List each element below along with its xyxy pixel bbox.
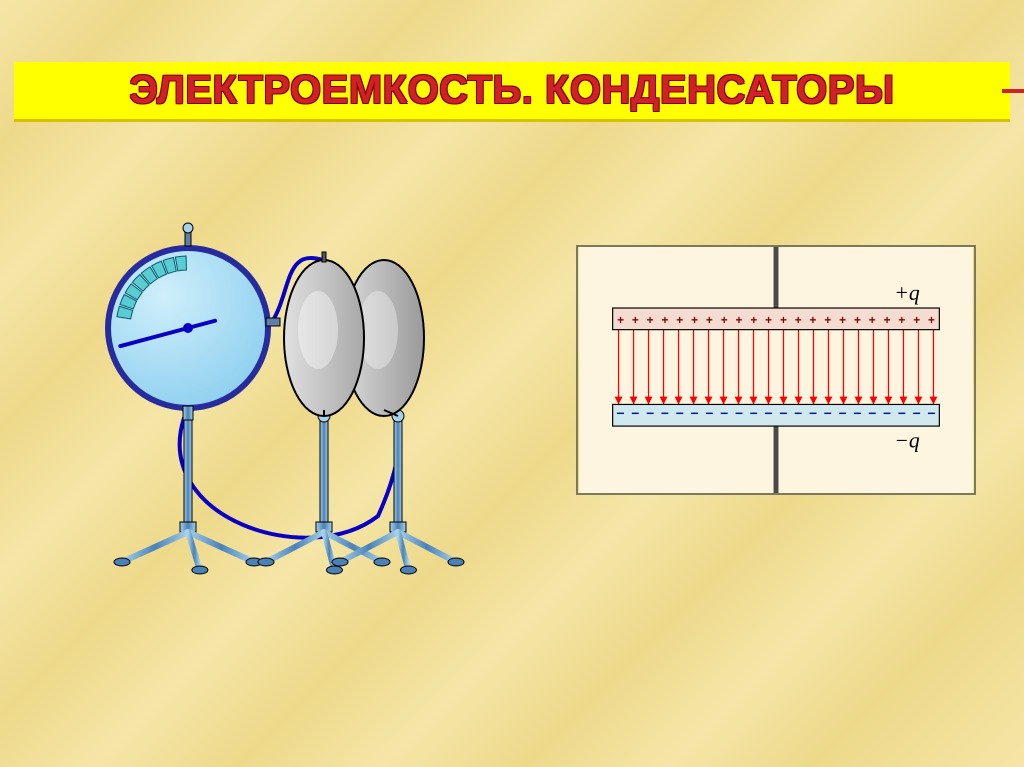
svg-text:+: +: [824, 313, 831, 327]
svg-text:−: −: [617, 406, 625, 421]
svg-text:+: +: [780, 313, 787, 327]
svg-text:−: −: [765, 406, 773, 421]
svg-text:+: +: [795, 313, 802, 327]
capacitor-diagram: + − + − + − + − + − + − + − + − + − + − + − + − + − + − + − + − + − + − + − + −…: [576, 245, 976, 495]
tripod-stand: [114, 402, 262, 574]
svg-text:+: +: [913, 313, 920, 327]
svg-text:+: +: [884, 313, 891, 327]
svg-text:−: −: [883, 406, 891, 421]
svg-text:+: +: [632, 313, 639, 327]
svg-text:+: +: [721, 313, 728, 327]
svg-text:−: −: [839, 406, 847, 421]
svg-text:+: +: [691, 313, 698, 327]
svg-text:−: −: [868, 406, 876, 421]
svg-text:+: +: [869, 313, 876, 327]
bottom-charge-label: −q: [894, 429, 920, 453]
svg-text:−: −: [631, 406, 639, 421]
svg-text:−: −: [735, 406, 743, 421]
svg-text:+: +: [839, 313, 846, 327]
svg-text:−: −: [824, 406, 832, 421]
svg-text:−: −: [705, 406, 713, 421]
svg-text:+: +: [647, 313, 654, 327]
svg-text:+: +: [617, 313, 624, 327]
svg-text:+: +: [898, 313, 905, 327]
svg-text:−: −: [750, 406, 758, 421]
svg-text:+: +: [928, 313, 935, 327]
svg-text:−: −: [809, 406, 817, 421]
svg-text:−: −: [646, 406, 654, 421]
svg-text:−: −: [927, 406, 935, 421]
slide-title: ЭЛЕКТРОЕМКОСТЬ. КОНДЕНСАТОРЫ: [129, 68, 894, 113]
svg-text:+: +: [810, 313, 817, 327]
svg-text:−: −: [779, 406, 787, 421]
svg-text:+: +: [854, 313, 861, 327]
svg-text:+: +: [676, 313, 683, 327]
svg-text:−: −: [794, 406, 802, 421]
svg-text:−: −: [720, 406, 728, 421]
svg-text:−: −: [691, 406, 699, 421]
apparatus-figure: [66, 210, 506, 590]
svg-text:+: +: [765, 313, 772, 327]
electrometer-gauge: [108, 223, 280, 420]
svg-text:+: +: [662, 313, 669, 327]
capacitor-svg: + − + − + − + − + − + − + − + − + − + − + − + − + − + − + − + − + − + − + − + −…: [578, 247, 974, 493]
svg-text:−: −: [676, 406, 684, 421]
apparatus-svg: [66, 210, 506, 590]
title-accent-line: [1002, 89, 1024, 93]
svg-text:−: −: [661, 406, 669, 421]
svg-text:+: +: [736, 313, 743, 327]
top-charge-label: +q: [894, 281, 920, 305]
svg-text:+: +: [706, 313, 713, 327]
svg-text:−: −: [913, 406, 921, 421]
title-banner: ЭЛЕКТРОЕМКОСТЬ. КОНДЕНСАТОРЫ: [14, 62, 1010, 122]
svg-text:−: −: [853, 406, 861, 421]
svg-text:+: +: [750, 313, 757, 327]
svg-text:−: −: [898, 406, 906, 421]
